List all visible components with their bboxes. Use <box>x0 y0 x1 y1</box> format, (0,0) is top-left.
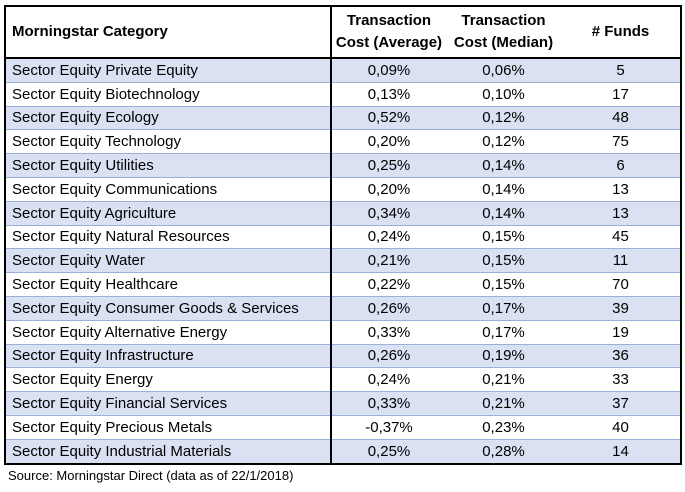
table-row: Sector Equity Financial Services 0,33% 0,2… <box>5 391 681 416</box>
funds-cell: 37 <box>561 391 681 416</box>
category-cell: Sector Equity Precious Metals <box>5 415 332 440</box>
table-header: Morningstar Category Transaction Cost (A… <box>5 6 681 59</box>
median-cost-cell: 0,15% <box>446 225 561 250</box>
funds-cell: 13 <box>561 201 681 226</box>
table-row: Sector Equity Alternative Energy 0,33% 0,1… <box>5 320 681 345</box>
funds-cell: 39 <box>561 296 681 321</box>
header-row: Morningstar Category Transaction Cost (A… <box>5 6 681 59</box>
category-cell: Sector Equity Alternative Energy <box>5 320 332 345</box>
source-note: Source: Morningstar Direct (data as of 2… <box>8 468 294 483</box>
funds-cell: 14 <box>561 439 681 464</box>
avg-cost-cell: 0,26% <box>331 296 446 321</box>
avg-cost-cell: 0,26% <box>331 344 446 369</box>
table-row: Sector Equity Infrastructure 0,26% 0,19% 36 <box>5 344 681 369</box>
table-row: Sector Equity Water 0,21% 0,15% 11 <box>5 248 681 274</box>
median-cost-cell: 0,23% <box>446 415 561 440</box>
table-row: Sector Equity Private Equity 0,09% 0,06% 5 <box>5 58 681 83</box>
category-cell: Sector Equity Energy <box>5 367 332 393</box>
table-row: Sector Equity Ecology 0,52% 0,12% 48 <box>5 106 681 131</box>
table-row: Sector Equity Communications 0,20% 0,14% 13 <box>5 177 681 202</box>
median-cost-cell: 0,06% <box>446 58 561 83</box>
avg-cost-cell: 0,52% <box>331 106 446 131</box>
col-header-morningstar-category: Morningstar Category <box>5 6 332 59</box>
median-cost-cell: 0,10% <box>446 82 561 107</box>
funds-cell: 19 <box>561 320 681 345</box>
category-cell: Sector Equity Agriculture <box>5 201 332 226</box>
table-row: Sector Equity Industrial Materials 0,25% 0… <box>5 439 681 464</box>
median-cost-cell: 0,12% <box>446 129 561 155</box>
avg-cost-cell: 0,13% <box>331 82 446 107</box>
median-cost-cell: 0,12% <box>446 106 561 131</box>
funds-cell: 75 <box>561 129 681 155</box>
category-cell: Sector Equity Natural Resources <box>5 225 332 250</box>
category-cell: Sector Equity Water <box>5 248 332 274</box>
avg-cost-cell: 0,09% <box>331 58 446 83</box>
median-cost-cell: 0,14% <box>446 201 561 226</box>
category-cell: Sector Equity Utilities <box>5 153 332 178</box>
table-row: Sector Equity Technology 0,20% 0,12% 75 <box>5 129 681 155</box>
funds-cell: 6 <box>561 153 681 178</box>
category-cell: Sector Equity Private Equity <box>5 58 332 83</box>
funds-cell: 11 <box>561 248 681 274</box>
median-cost-cell: 0,21% <box>446 391 561 416</box>
table-row: Sector Equity Natural Resources 0,24% 0,15… <box>5 225 681 250</box>
funds-cell: 13 <box>561 177 681 202</box>
funds-cell: 40 <box>561 415 681 440</box>
avg-cost-cell: 0,24% <box>331 367 446 393</box>
category-cell: Sector Equity Industrial Materials <box>5 439 332 464</box>
median-cost-cell: 0,15% <box>446 248 561 274</box>
table-row: Sector Equity Energy 0,24% 0,21% 33 <box>5 367 681 393</box>
table-row: Sector Equity Biotechnology 0,13% 0,10% 17 <box>5 82 681 107</box>
avg-cost-cell: 0,25% <box>331 153 446 178</box>
funds-cell: 17 <box>561 82 681 107</box>
avg-cost-cell: 0,33% <box>331 320 446 345</box>
transaction-cost-table: Morningstar Category Transaction Cost (A… <box>4 5 682 465</box>
median-cost-cell: 0,19% <box>446 344 561 369</box>
table-row: Sector Equity Healthcare 0,22% 0,15% 70 <box>5 272 681 297</box>
median-cost-cell: 0,28% <box>446 439 561 464</box>
median-cost-cell: 0,17% <box>446 320 561 345</box>
median-cost-cell: 0,14% <box>446 153 561 178</box>
avg-cost-cell: 0,22% <box>331 272 446 297</box>
avg-cost-cell: -0,37% <box>331 415 446 440</box>
table-row: Sector Equity Agriculture 0,34% 0,14% 13 <box>5 201 681 226</box>
category-cell: Sector Equity Technology <box>5 129 332 155</box>
funds-cell: 36 <box>561 344 681 369</box>
col-header-transaction-cost-median: Transaction Cost (Median) <box>446 6 561 59</box>
table-row: Sector Equity Precious Metals -0,37% 0,23%… <box>5 415 681 440</box>
category-cell: Sector Equity Infrastructure <box>5 344 332 369</box>
funds-cell: 33 <box>561 367 681 393</box>
avg-cost-cell: 0,33% <box>331 391 446 416</box>
median-cost-cell: 0,14% <box>446 177 561 202</box>
avg-cost-cell: 0,21% <box>331 248 446 274</box>
avg-cost-cell: 0,20% <box>331 177 446 202</box>
category-cell: Sector Equity Communications <box>5 177 332 202</box>
category-cell: Sector Equity Financial Services <box>5 391 332 416</box>
funds-cell: 5 <box>561 58 681 83</box>
col-header-num-funds: # Funds <box>561 6 681 59</box>
transaction-cost-table-container: Morningstar Category Transaction Cost (A… <box>4 5 682 465</box>
category-cell: Sector Equity Healthcare <box>5 272 332 297</box>
table-row: Sector Equity Utilities 0,25% 0,14% 6 <box>5 153 681 178</box>
avg-cost-cell: 0,24% <box>331 225 446 250</box>
median-cost-cell: 0,17% <box>446 296 561 321</box>
median-cost-cell: 0,15% <box>446 272 561 297</box>
table-body: Sector Equity Private Equity 0,09% 0,06% 5 S… <box>5 58 681 464</box>
funds-cell: 48 <box>561 106 681 131</box>
col-header-transaction-cost-average: Transaction Cost (Average) <box>331 6 446 59</box>
funds-cell: 70 <box>561 272 681 297</box>
funds-cell: 45 <box>561 225 681 250</box>
avg-cost-cell: 0,34% <box>331 201 446 226</box>
avg-cost-cell: 0,20% <box>331 129 446 155</box>
table-row: Sector Equity Consumer Goods & Services 0… <box>5 296 681 321</box>
category-cell: Sector Equity Consumer Goods & Services <box>5 296 332 321</box>
median-cost-cell: 0,21% <box>446 367 561 393</box>
avg-cost-cell: 0,25% <box>331 439 446 464</box>
category-cell: Sector Equity Biotechnology <box>5 82 332 107</box>
category-cell: Sector Equity Ecology <box>5 106 332 131</box>
